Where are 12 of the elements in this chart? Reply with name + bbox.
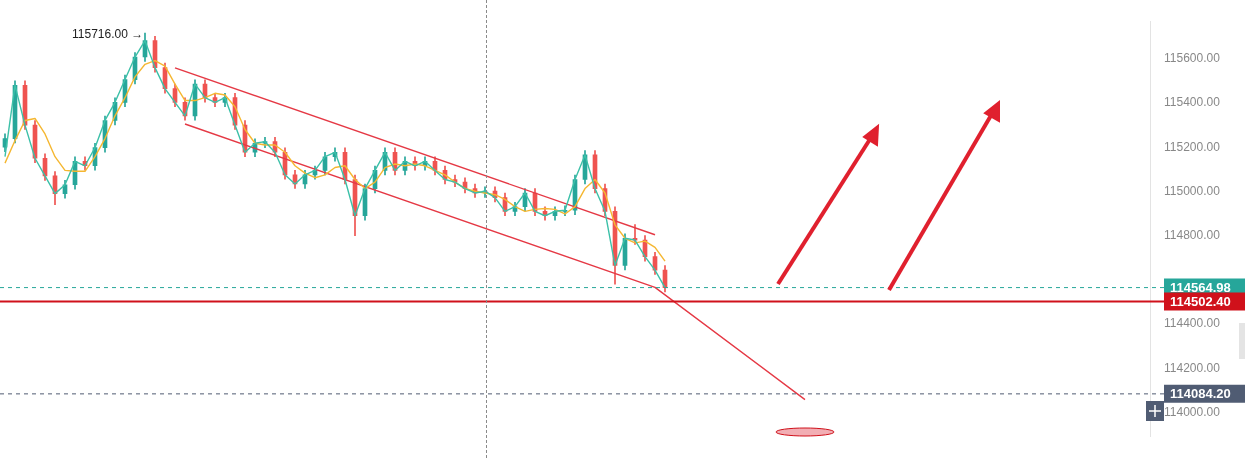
y-tick-label: 115200.00: [1164, 139, 1221, 154]
y-tick-label: 115600.00: [1164, 51, 1221, 66]
y-tick-label: 115400.00: [1164, 95, 1221, 110]
ref-line-label: 114502.40: [1170, 294, 1231, 309]
y-tick-label: 114000.00: [1164, 404, 1221, 419]
ref-line-label: 114564.98: [1170, 280, 1231, 296]
y-tick-label: 114800.00: [1164, 227, 1221, 242]
y-tick-label: 115000.00: [1164, 183, 1221, 198]
y-tick-label: 114200.00: [1164, 360, 1221, 375]
ref-line-label: 114084.20: [1170, 386, 1231, 402]
y-tick-label: 114400.00: [1164, 316, 1221, 331]
annotation: 115716.00 →: [72, 26, 144, 41]
